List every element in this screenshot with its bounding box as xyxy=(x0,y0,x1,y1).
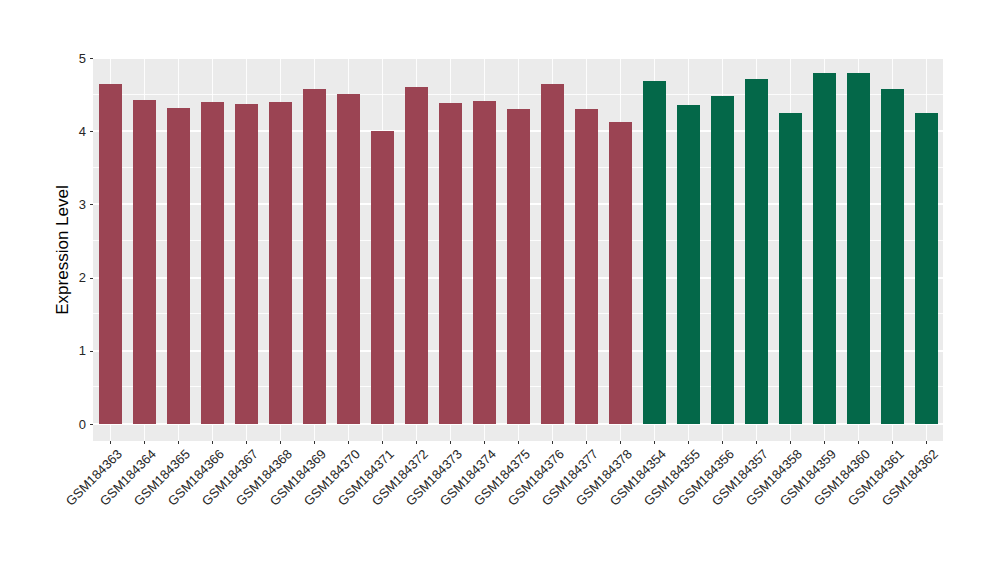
bar-GSM184365 xyxy=(167,108,190,424)
bar-GSM184378 xyxy=(609,122,632,424)
bar-GSM184368 xyxy=(269,102,292,424)
bar-GSM184357 xyxy=(745,79,768,424)
bar-GSM184367 xyxy=(235,104,258,424)
bar-GSM184354 xyxy=(643,81,666,424)
bar-GSM184361 xyxy=(881,89,904,424)
y-tick-label: 0 xyxy=(46,418,86,431)
y-tick-mark xyxy=(90,424,93,425)
bar-GSM184358 xyxy=(779,113,802,424)
x-tick-mark xyxy=(722,441,723,444)
bar-GSM184373 xyxy=(439,103,462,424)
y-tick-label: 5 xyxy=(46,52,86,65)
x-tick-mark xyxy=(586,441,587,444)
y-tick-mark xyxy=(90,204,93,205)
x-tick-mark xyxy=(178,441,179,444)
bar-GSM184375 xyxy=(507,109,530,424)
x-tick-mark xyxy=(144,441,145,444)
x-tick-mark xyxy=(892,441,893,444)
x-tick-mark xyxy=(212,441,213,444)
x-tick-mark xyxy=(450,441,451,444)
x-tick-mark xyxy=(790,441,791,444)
y-tick-label: 1 xyxy=(46,344,86,357)
y-tick-label: 3 xyxy=(46,198,86,211)
plot-panel xyxy=(93,58,943,441)
x-tick-mark xyxy=(314,441,315,444)
x-tick-mark xyxy=(484,441,485,444)
y-tick-mark xyxy=(90,351,93,352)
x-tick-mark xyxy=(654,441,655,444)
y-tick-label: 4 xyxy=(46,125,86,138)
bar-GSM184371 xyxy=(371,131,394,424)
bar-GSM184363 xyxy=(99,84,122,424)
bar-GSM184356 xyxy=(711,96,734,424)
bar-GSM184370 xyxy=(337,94,360,424)
x-tick-mark xyxy=(756,441,757,444)
bar-GSM184364 xyxy=(133,100,156,424)
y-tick-label: 2 xyxy=(46,271,86,284)
x-tick-mark xyxy=(858,441,859,444)
bar-GSM184369 xyxy=(303,89,326,424)
x-tick-mark xyxy=(246,441,247,444)
bar-GSM184372 xyxy=(405,87,428,424)
bar-GSM184360 xyxy=(847,73,870,424)
x-tick-mark xyxy=(926,441,927,444)
x-tick-mark xyxy=(518,441,519,444)
y-tick-mark xyxy=(90,131,93,132)
bar-GSM184374 xyxy=(473,101,496,424)
expression-bar-chart: Expression Level GSM184363GSM184364GSM18… xyxy=(0,0,1000,580)
bar-GSM184359 xyxy=(813,73,836,424)
x-tick-mark xyxy=(110,441,111,444)
x-tick-mark xyxy=(620,441,621,444)
bar-GSM184362 xyxy=(915,113,938,424)
y-tick-mark xyxy=(90,278,93,279)
x-tick-mark xyxy=(824,441,825,444)
bar-GSM184376 xyxy=(541,84,564,424)
x-tick-mark xyxy=(348,441,349,444)
x-tick-mark xyxy=(280,441,281,444)
bar-GSM184366 xyxy=(201,102,224,424)
bar-GSM184377 xyxy=(575,109,598,424)
x-tick-mark xyxy=(552,441,553,444)
x-tick-mark xyxy=(416,441,417,444)
bar-GSM184355 xyxy=(677,105,700,424)
y-tick-mark xyxy=(90,58,93,59)
x-tick-mark xyxy=(688,441,689,444)
x-tick-mark xyxy=(382,441,383,444)
